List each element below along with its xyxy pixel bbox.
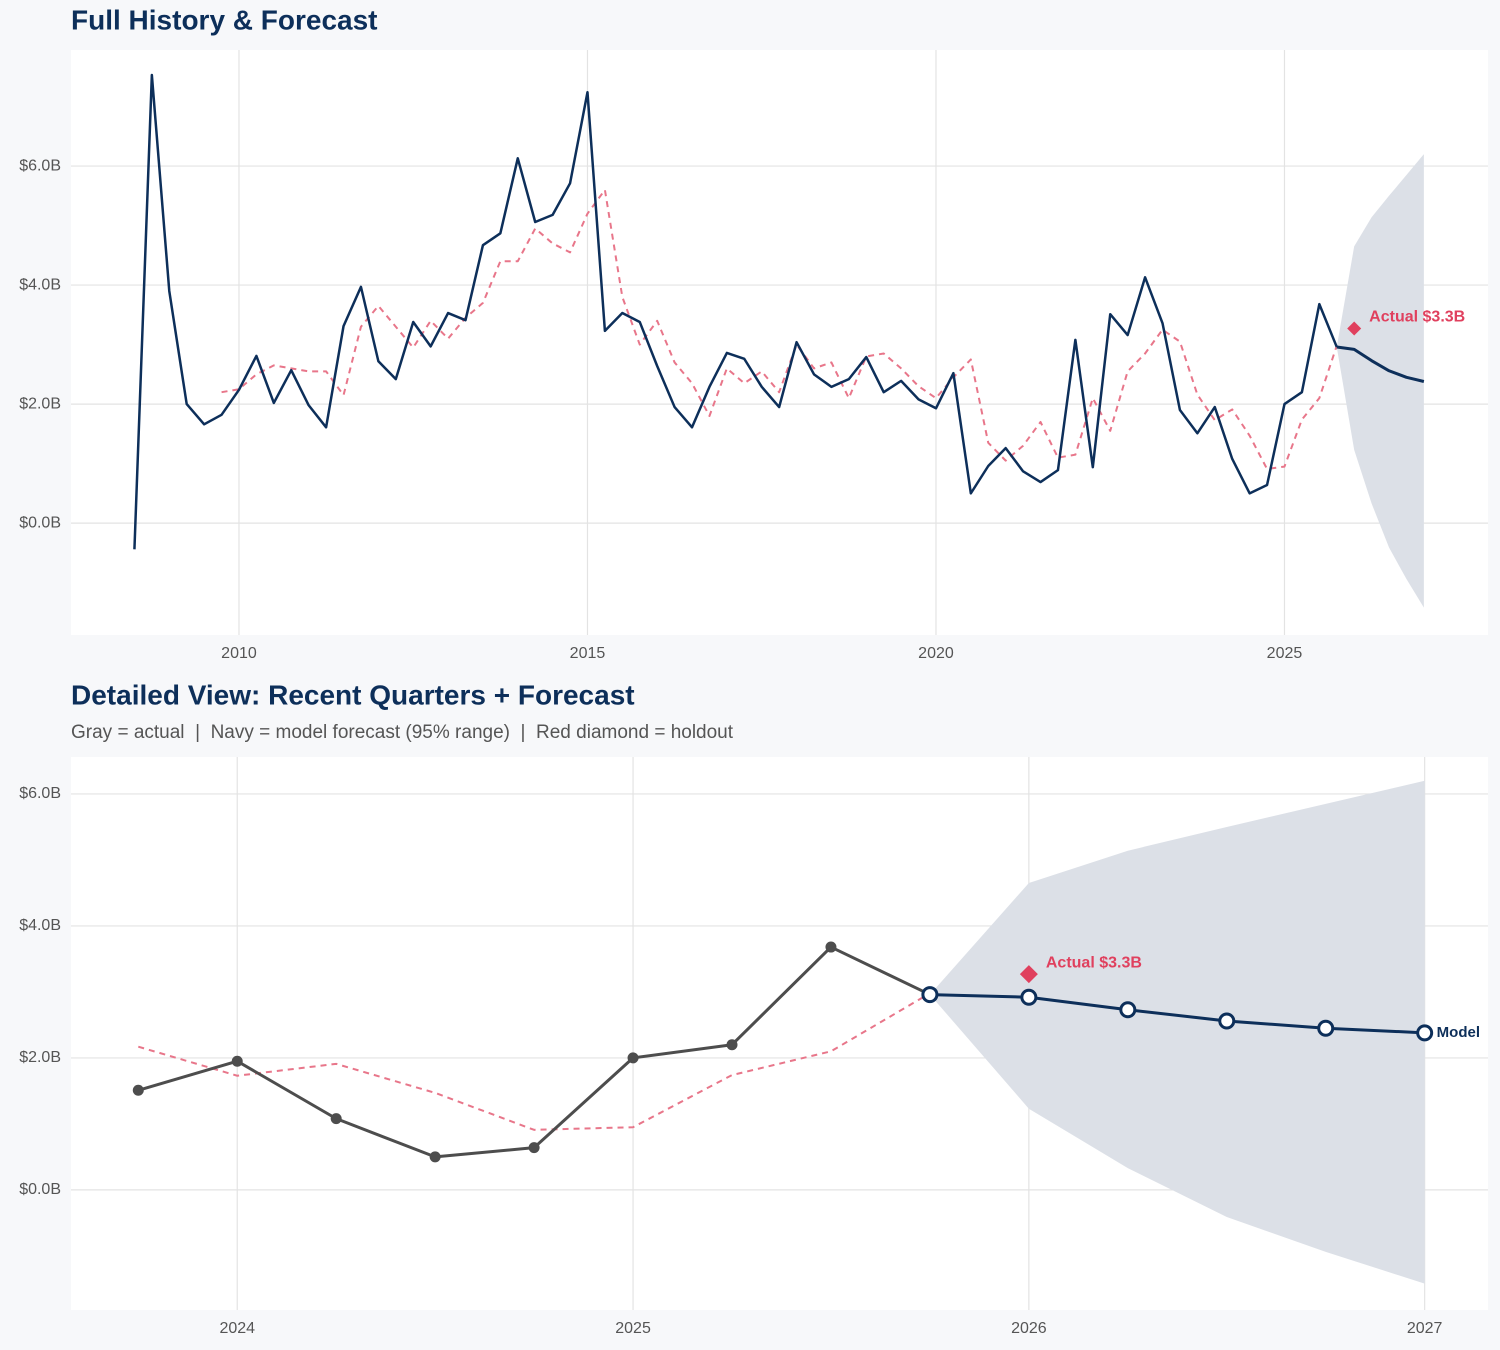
chart-title: Full History & Forecast bbox=[71, 4, 378, 35]
plot-area bbox=[71, 50, 1488, 635]
holdout-label: Actual $3.3B bbox=[1046, 954, 1142, 971]
point bbox=[1020, 988, 1038, 1006]
point bbox=[627, 1052, 639, 1064]
holdout-label: Actual $3.3B bbox=[1369, 309, 1465, 326]
point bbox=[1119, 1001, 1137, 1019]
series-line bbox=[138, 992, 931, 1131]
y-tick-label: $2.0B bbox=[19, 1049, 61, 1066]
series-line bbox=[1336, 345, 1425, 383]
point bbox=[921, 986, 939, 1004]
series-line bbox=[133, 73, 1338, 550]
x-tick-label: 2020 bbox=[918, 645, 954, 662]
x-tick-label: 2015 bbox=[570, 645, 606, 662]
y-tick-label: $0.0B bbox=[19, 1181, 61, 1198]
point bbox=[1218, 1012, 1236, 1030]
x-tick-label: 2024 bbox=[219, 1320, 255, 1337]
y-tick-label: $2.0B bbox=[19, 395, 61, 412]
y-tick-label: $6.0B bbox=[19, 785, 61, 802]
series-line bbox=[929, 993, 1425, 1035]
point bbox=[528, 1142, 540, 1154]
y-tick-label: $4.0B bbox=[19, 917, 61, 934]
point bbox=[825, 941, 837, 953]
y-tick-label: $4.0B bbox=[19, 276, 61, 293]
point bbox=[132, 1084, 144, 1096]
chart-subtitle: Gray = actual | Navy = model forecast (9… bbox=[71, 722, 734, 743]
point bbox=[1416, 1024, 1434, 1042]
point bbox=[726, 1039, 738, 1051]
series-line bbox=[221, 188, 1338, 470]
x-tick-label: 2025 bbox=[615, 1320, 651, 1337]
x-tick-label: 2026 bbox=[1011, 1320, 1047, 1337]
point bbox=[231, 1055, 243, 1067]
x-tick-label: 2010 bbox=[221, 645, 257, 662]
point bbox=[330, 1113, 342, 1125]
y-tick-label: $0.0B bbox=[19, 514, 61, 531]
holdout-marker bbox=[1019, 965, 1038, 984]
holdout-marker bbox=[1347, 321, 1362, 336]
point bbox=[429, 1151, 441, 1163]
forecast-band bbox=[1336, 154, 1424, 608]
point bbox=[1317, 1019, 1335, 1037]
chart-title: Detailed View: Recent Quarters + Forecas… bbox=[71, 679, 635, 710]
forecast-band bbox=[929, 780, 1425, 1284]
y-tick-label: $6.0B bbox=[19, 157, 61, 174]
x-tick-label: 2025 bbox=[1267, 645, 1303, 662]
series-label: Model bbox=[1437, 1024, 1480, 1041]
x-tick-label: 2027 bbox=[1407, 1320, 1443, 1337]
